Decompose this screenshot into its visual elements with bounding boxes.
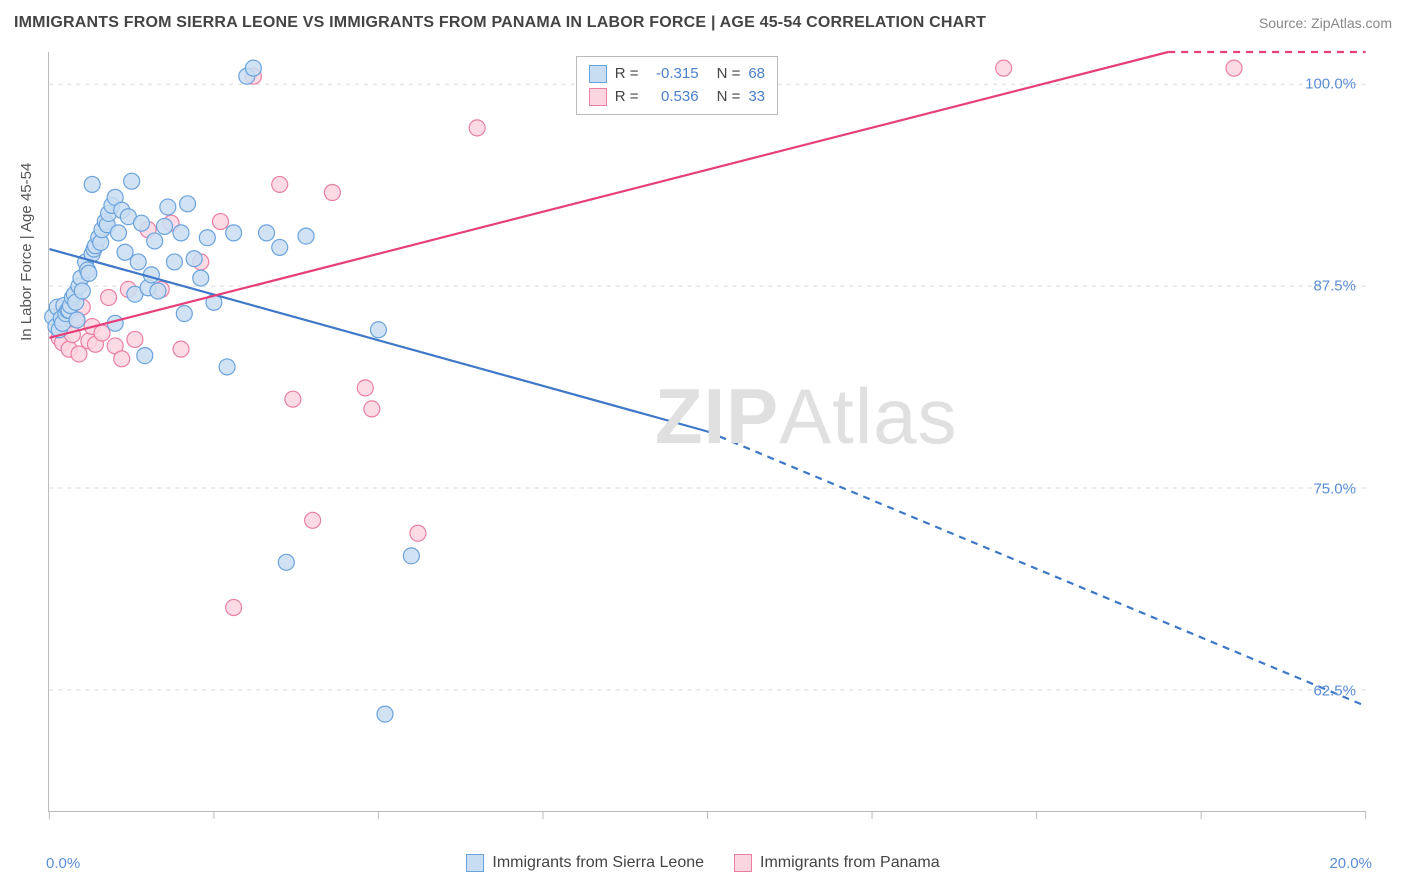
stat-r-value: 0.536 xyxy=(647,86,699,109)
plot-area: ZIPAtlas R =-0.315N =68R =0.536N =33 62.… xyxy=(48,52,1366,812)
legend-swatch xyxy=(734,854,752,872)
legend-stats-box: R = -0.315 N = 68 R = 0.536 N = 33 xyxy=(576,56,778,115)
stat-r-label: R = xyxy=(615,63,639,86)
legend-series-label: Immigrants from Panama xyxy=(760,854,940,872)
y-tick-label: 87.5% xyxy=(1313,278,1356,295)
bottom-legend-item: Immigrants from Sierra Leone xyxy=(466,854,704,872)
bottom-legend: Immigrants from Sierra Leone Immigrants f… xyxy=(0,854,1406,872)
y-tick-label: 100.0% xyxy=(1305,76,1356,93)
chart-title: IMMIGRANTS FROM SIERRA LEONE VS IMMIGRAN… xyxy=(14,14,986,32)
legend-swatch xyxy=(589,88,607,106)
y-tick-label: 62.5% xyxy=(1313,682,1356,699)
stat-n-value: 68 xyxy=(748,63,765,86)
stat-r-label: R = xyxy=(615,86,639,109)
source-label: Source: ZipAtlas.com xyxy=(1259,15,1392,31)
y-tick-label: 75.0% xyxy=(1313,480,1356,497)
legend-stats-row: R = -0.315 N = 68 xyxy=(589,63,765,86)
bottom-legend-item: Immigrants from Panama xyxy=(734,854,940,872)
y-axis-title: In Labor Force | Age 45-54 xyxy=(18,163,35,341)
legend-swatch xyxy=(466,854,484,872)
stat-n-label: N = xyxy=(717,86,741,109)
stat-r-value: -0.315 xyxy=(647,63,699,86)
legend-swatch xyxy=(589,65,607,83)
stat-n-label: N = xyxy=(717,63,741,86)
legend-series-label: Immigrants from Sierra Leone xyxy=(492,854,704,872)
plot-svg xyxy=(49,52,1366,811)
stat-n-value: 33 xyxy=(748,86,765,109)
legend-stats-row: R = 0.536 N = 33 xyxy=(589,86,765,109)
